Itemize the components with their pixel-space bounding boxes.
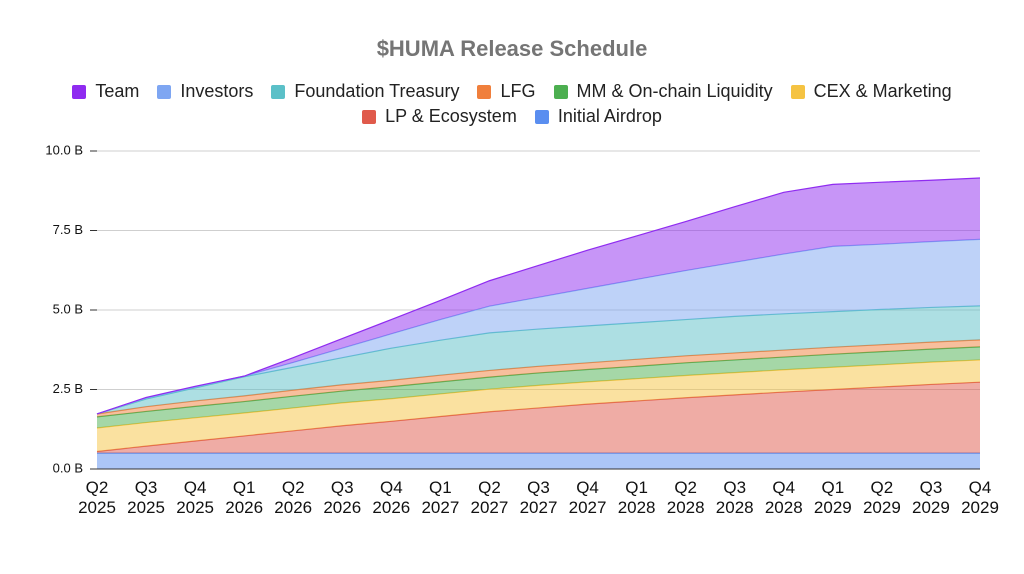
legend-item: CEX & Marketing — [790, 79, 952, 104]
legend-label: Team — [95, 81, 140, 101]
x-tick-label: Q3 2025 — [127, 478, 165, 517]
y-tick-label: 10.0 B — [45, 142, 83, 157]
x-tick-label: Q4 2026 — [372, 478, 411, 517]
area — [97, 382, 980, 454]
area — [97, 346, 980, 428]
legend-label: LP & Ecosystem — [385, 106, 517, 126]
legend-swatch — [477, 84, 492, 99]
x-tick-label: Q2 2029 — [862, 478, 901, 517]
x-tick-label: Q3 2027 — [519, 478, 558, 517]
legend-item: Initial Airdrop — [534, 104, 662, 129]
x-tick-label: Q3 2026 — [323, 478, 362, 517]
legend-label: LFG — [500, 81, 536, 101]
x-tick-label: Q4 2025 — [176, 478, 215, 517]
legend-item: Investors — [157, 79, 253, 104]
legend-item: LFG — [477, 79, 536, 104]
area-edge — [96, 177, 981, 415]
x-tick-label: Q1 2028 — [617, 478, 656, 517]
area — [97, 453, 980, 469]
legend-item: Team — [72, 79, 139, 104]
legend-swatch — [72, 84, 87, 99]
area — [97, 178, 980, 414]
x-tick-label: Q2 2027 — [470, 478, 509, 517]
legend-label: CEX & Marketing — [813, 81, 952, 101]
x-tick-label: Q2 2026 — [274, 478, 313, 517]
area — [97, 305, 980, 414]
x-tick-label: Q3 2028 — [715, 478, 754, 517]
legend-label: Foundation Treasury — [294, 81, 460, 101]
legend-swatch — [271, 84, 286, 99]
y-tick-label: 7.5 B — [53, 222, 83, 237]
legend-label: Investors — [180, 81, 254, 101]
x-tick-label: Q2 2028 — [666, 478, 705, 517]
legend-swatch — [534, 109, 549, 124]
legend-swatch — [157, 84, 172, 99]
y-tick-label: 0.0 B — [53, 460, 83, 475]
legend-swatch — [362, 109, 377, 124]
x-tick-label: Q1 2026 — [225, 478, 264, 517]
legend-label: MM & On-chain Liquidity — [576, 81, 773, 101]
legend-swatch — [553, 84, 568, 99]
x-tick-label: Q4 2028 — [764, 478, 803, 517]
x-tick-label: Q1 2029 — [813, 478, 852, 517]
legend-item: MM & On-chain Liquidity — [553, 79, 773, 104]
x-tick-label: Q3 2029 — [912, 478, 950, 517]
x-tick-label: Q2 2025 — [78, 478, 116, 517]
chart-title: $HUMA Release Schedule — [376, 36, 648, 61]
legend: Team Investors Foundation Treasury LFG MM & … — [32, 79, 992, 129]
x-tick-label: Q4 2027 — [568, 478, 607, 517]
x-tick-label: Q4 2029 — [961, 478, 999, 517]
area — [97, 359, 980, 452]
area — [97, 239, 980, 414]
x-tick-label: Q1 2027 — [421, 478, 460, 517]
legend-item: LP & Ecosystem — [362, 104, 517, 129]
y-tick-label: 2.5 B — [53, 381, 83, 396]
legend-label: Initial Airdrop — [557, 106, 662, 126]
area — [97, 339, 980, 417]
y-tick-label: 5.0 B — [53, 301, 83, 316]
legend-item: Foundation Treasury — [271, 79, 459, 104]
legend-swatch — [790, 84, 805, 99]
